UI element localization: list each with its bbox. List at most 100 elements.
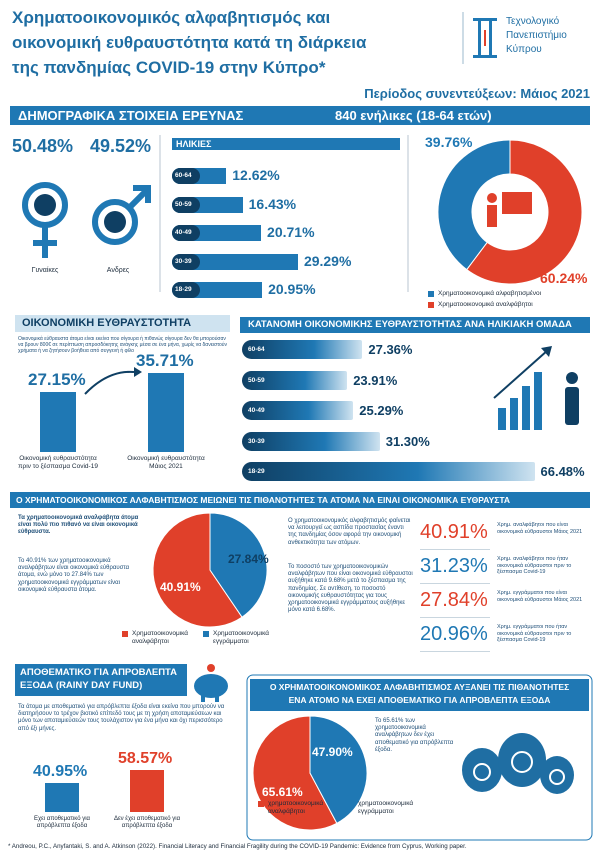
bar-value-label: 27.36%: [368, 342, 413, 357]
title-line: οικονομική ευθραυστότητα κατά τη διάρκει…: [12, 33, 367, 52]
money-bags: [462, 733, 574, 794]
gender-share: 50.48%: [12, 136, 74, 156]
stat-figure: 31.23%: [420, 555, 488, 577]
bar-category: Οικονομική ευθραυστότητα πριν το ξέσπασμ…: [18, 455, 98, 470]
note: Οικονομικά εύθραυστα άτομα είναι εκείνα …: [18, 336, 228, 354]
legend-swatch: [258, 801, 264, 807]
pie-value-label: 27.84%: [228, 552, 269, 566]
bar-category: 60-64: [175, 172, 192, 179]
stat-description: Χρημ. αναλφάβητοι που είναι οικονομικά ε…: [497, 522, 583, 535]
subsection-band: [250, 679, 589, 711]
pie-slice: [252, 715, 338, 831]
stat-divider: [420, 617, 490, 618]
icon-shape: [126, 188, 149, 211]
presenter-body: [487, 205, 497, 227]
icon-shape: [522, 386, 530, 430]
legend-label: Χρηματοοικονομικά αναλφάβητοι: [438, 301, 533, 308]
bar-value-label: 31.30%: [385, 433, 430, 449]
bar-category: Δεν έχει αποθεματικό για απρόβλεπτα έξοδ…: [113, 816, 181, 830]
section-heading: Ο ΧΡΗΜΑΤΟΟΙΚΟΝΟΜΙΚΟΣ ΑΛΦΑΒΗΤΙΣΜΟΣ ΜΕΙΩΝΕ…: [16, 494, 511, 505]
title-line: Χρηματοοικονομικός αλφαβητισμός και: [12, 8, 331, 27]
presenter-head: [487, 193, 497, 203]
logo-text: Πανεπιστήμιο: [506, 30, 567, 41]
bar-value-label: 66.48%: [540, 464, 585, 479]
gender-label: Γυναίκες: [31, 267, 59, 274]
pie-slice: [152, 512, 243, 628]
bar: [172, 253, 298, 270]
subsection-heading: ΑΠΟΘΕΜΑΤΙΚΟ ΓΙΑ ΑΠΡΟΒΛΕΠΤΑ: [20, 667, 178, 678]
presenter-board: [502, 192, 532, 214]
sample-size: 840 ενήλικες (18-64 ετών): [335, 108, 492, 123]
legend-label: Χρηματοοικονομικά αλφαβητισμένοι: [438, 290, 542, 297]
stat-divider: [420, 549, 490, 550]
bar-category: 50-59: [248, 376, 265, 384]
subsection-heading: ΟΙΚΟΝΟΜΙΚΗ ΕΥΘΡΑΥΣΤΟΤΗΤΑ: [22, 317, 192, 329]
icon-shape: [92, 199, 138, 245]
bar-value-label: 29.29%: [303, 252, 352, 269]
icon-shape: [473, 18, 497, 21]
bar: [45, 782, 79, 812]
pie-value-label: 65.61%: [262, 785, 303, 799]
stat-description: Χρημ. εγγράμματοι που είναι οικονομικά ε…: [497, 590, 583, 603]
bar-category: 50-59: [175, 200, 192, 208]
gender-icons: [22, 135, 409, 292]
paragraph: Το ποσοστό των χρηματοοικονομικών αναλφά…: [288, 564, 413, 614]
bar-category: Οικονομική ευθραυστότητα Μάιος 2021: [127, 455, 205, 470]
legend-swatch: [428, 302, 434, 308]
logo-text: Τεχνολογικό: [506, 16, 560, 27]
paragraph: Το 40.91% των χρηματοοικονομικά αναλφάβη…: [18, 558, 130, 593]
bar-value-label: 12.62%: [232, 167, 280, 183]
pie-value-label: 40.91%: [160, 580, 201, 594]
icon-shape: [134, 367, 142, 377]
icon-shape: [215, 694, 219, 702]
section-band: [10, 106, 590, 125]
icon-shape: [207, 664, 215, 672]
stat-figure: 40.91%: [420, 521, 488, 543]
paragraph: Το 65.61% των χρηματοοικονομικά αναλφάβη…: [375, 718, 454, 753]
legend-label: χρηματοοικονομικά εγγράμματοι: [358, 800, 414, 815]
pie-slice: [437, 139, 511, 271]
icon-shape: [549, 769, 565, 785]
bar-head: [172, 225, 200, 241]
bar-heading-band: [172, 138, 400, 150]
bar: [242, 370, 348, 390]
bar-head: [172, 253, 200, 270]
icon-shape: [34, 194, 56, 216]
icon-shape: [565, 387, 579, 425]
bar-value-label: 20.71%: [267, 224, 315, 240]
icon-shape: [541, 346, 552, 357]
bar-value-label: 40.95%: [33, 762, 88, 780]
icon-shape: [566, 372, 578, 384]
icon-shape: [498, 408, 506, 430]
subsection-heading: Ο ΧΡΗΜΑΤΟΟΙΚΟΝΟΜΙΚΟΣ ΑΛΦΑΒΗΤΙΣΜΟΣ ΑΥΞΑΝΕ…: [269, 682, 570, 692]
icon-shape: [511, 751, 533, 773]
piggy-icon: [194, 664, 228, 702]
bar-category: Εχει αποθεματικό για απρόβλεπτα έξοδα: [33, 816, 91, 830]
bar: [130, 769, 164, 812]
bar-category: 18-29: [175, 286, 192, 293]
bar-head: [172, 168, 200, 184]
bar-value-label: 23.91%: [353, 372, 398, 388]
icon-shape: [510, 398, 518, 430]
pie-slice: [309, 715, 368, 824]
gender-share: 49.52%: [90, 136, 152, 156]
subsection-heading: ΕΞΟΔΑ (RAINY DAY FUND): [20, 680, 143, 691]
legend-label: χρηματοοικονομικά αναλφάβητοι: [268, 800, 324, 815]
icon-shape: [473, 763, 491, 781]
bar-heading: ΗΛΙΚΙΕΣ: [176, 138, 212, 149]
subsection-band: [15, 315, 230, 332]
icon-shape: [462, 748, 502, 792]
pie-value-label: 39.76%: [425, 134, 473, 150]
pie-value-label: 60.24%: [540, 270, 588, 286]
legend-swatch: [348, 801, 354, 807]
bar-category: 60-64: [248, 346, 265, 353]
stat-description: Χρημ. εγγράμματοι που ήταν οικονομικά εύ…: [497, 624, 572, 644]
bar-category: 40-49: [175, 229, 192, 236]
logo-text: Κύπρου: [506, 44, 542, 55]
icon-shape: [493, 349, 549, 399]
stat-figure: 20.96%: [420, 623, 488, 645]
subsection-band: [240, 317, 590, 333]
legend-label: Χρηματοοικονομικά εγγράμματοι: [213, 630, 270, 645]
